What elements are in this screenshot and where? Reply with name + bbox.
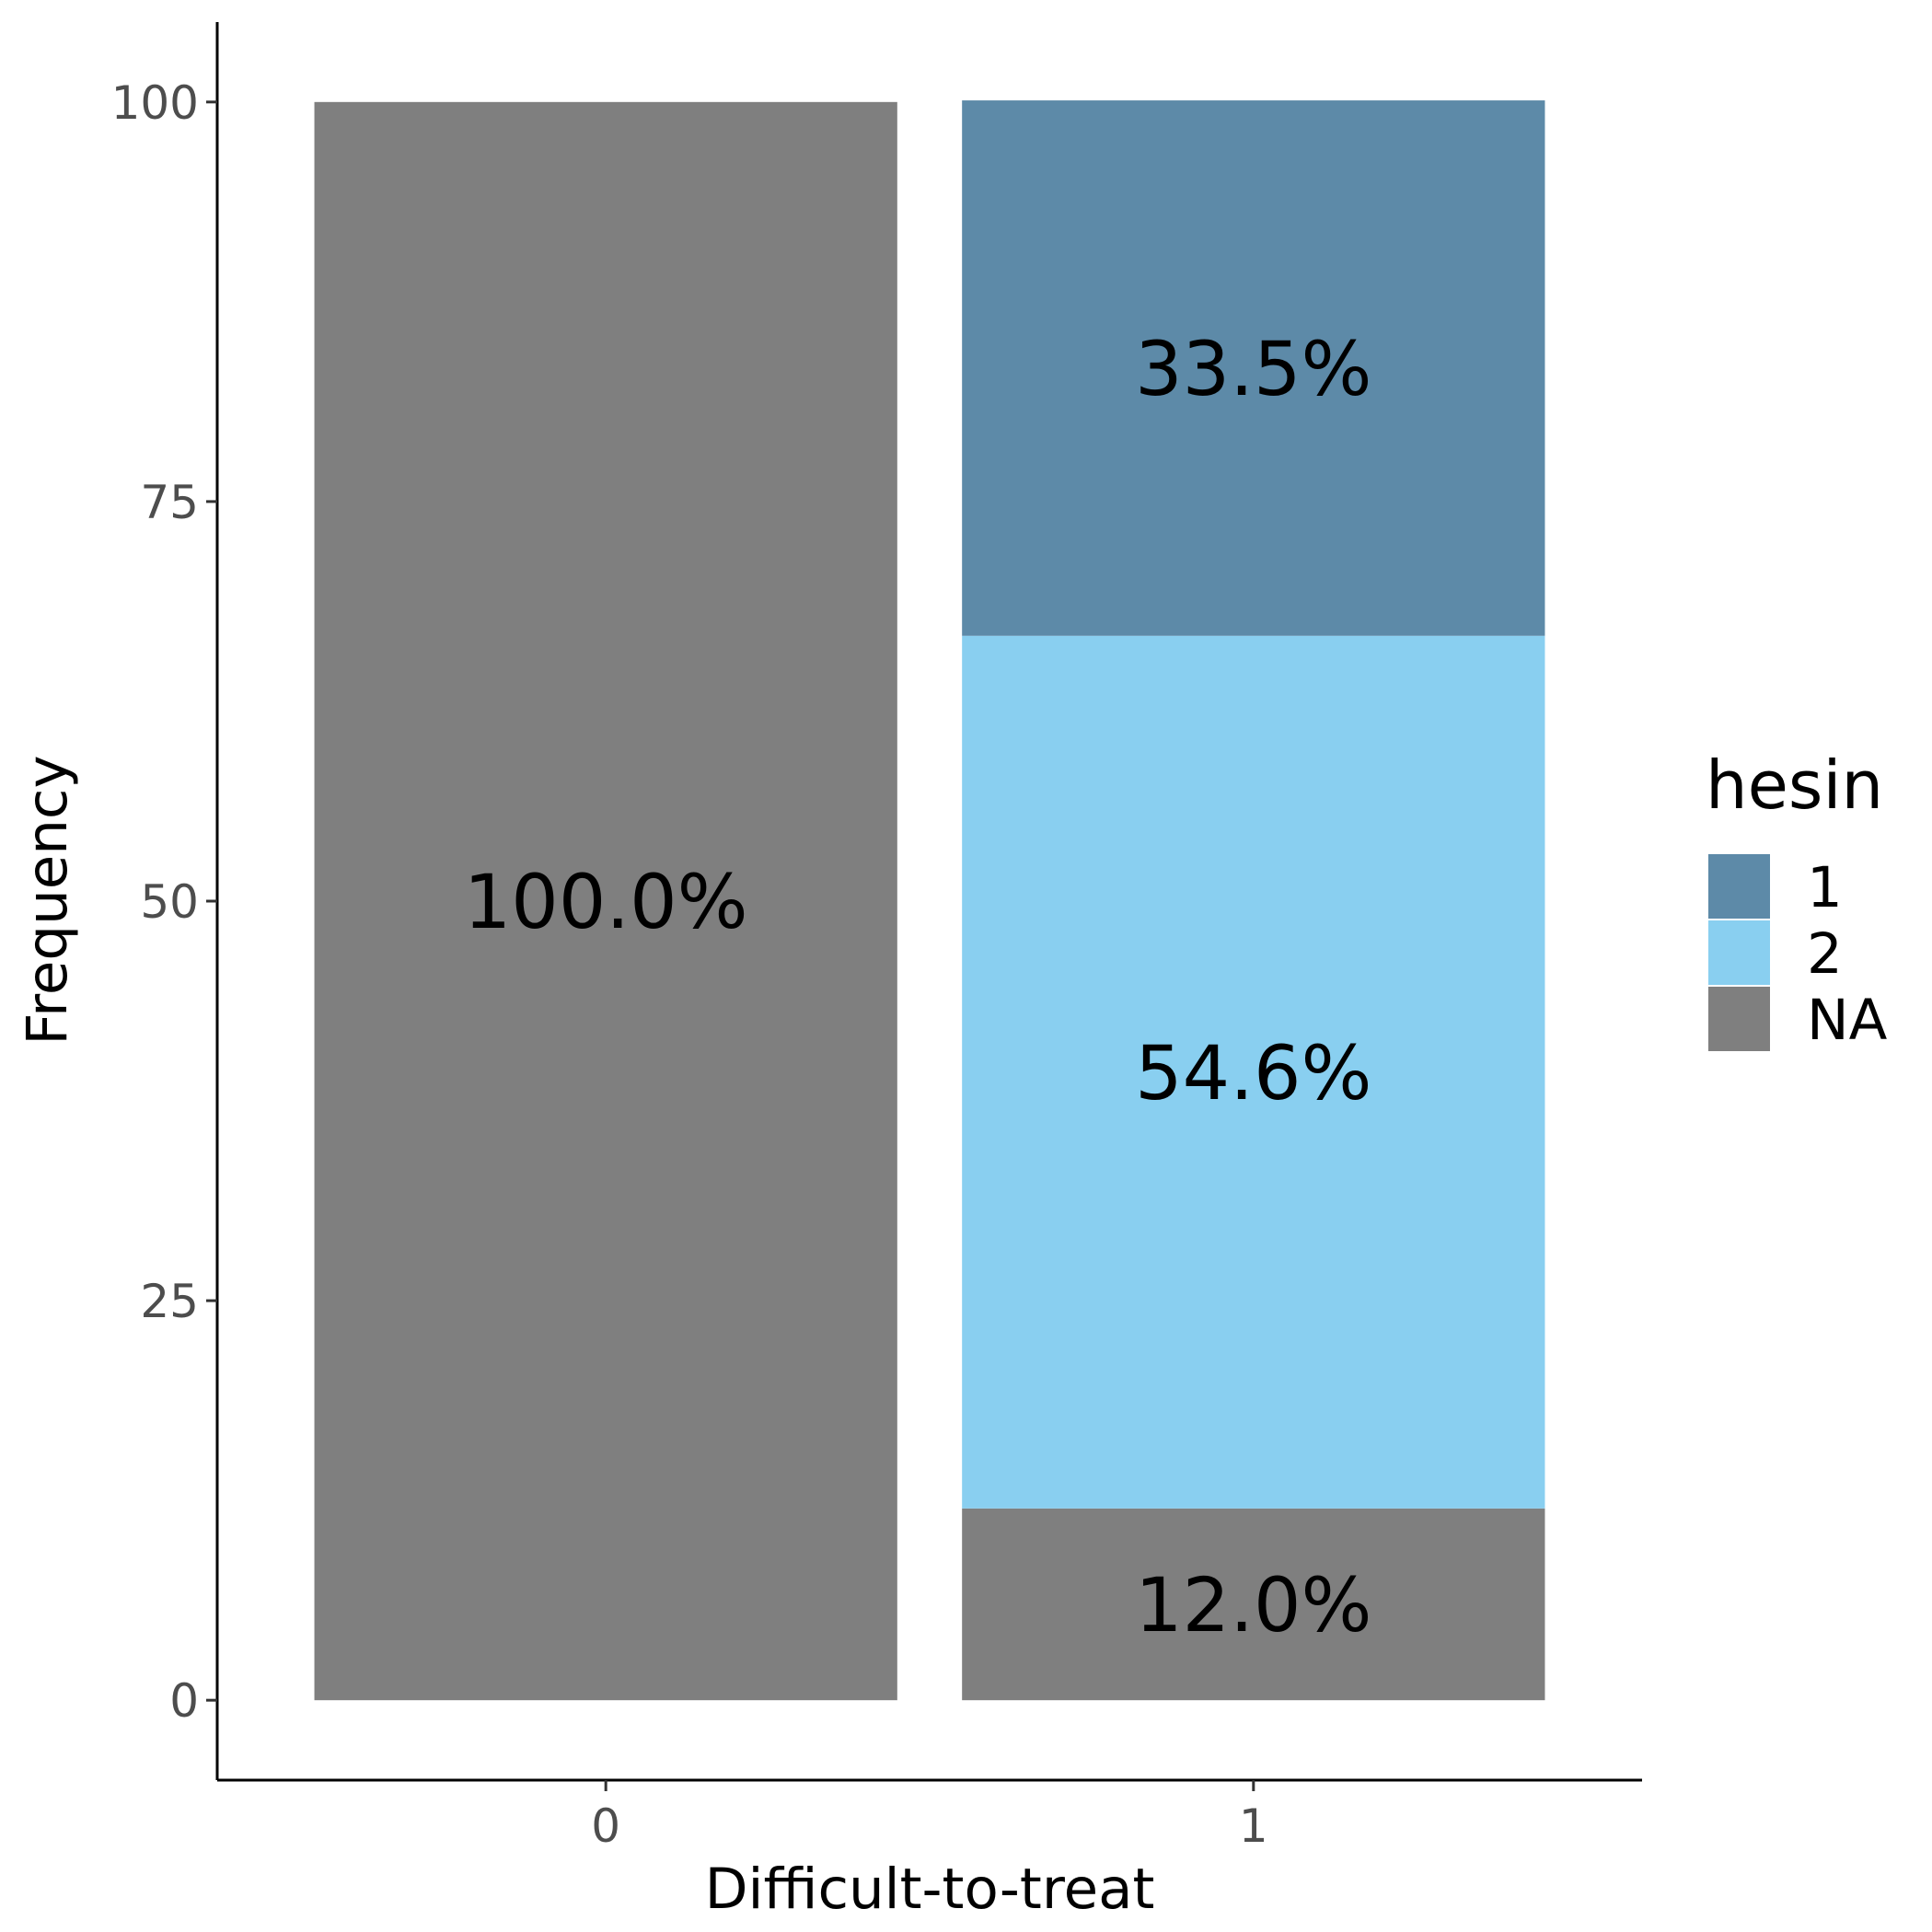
legend-key-na xyxy=(1708,987,1770,1051)
legend-label-na: NA xyxy=(1807,988,1888,1053)
legend-key-2 xyxy=(1708,920,1770,985)
bar-segment-0-na xyxy=(314,101,897,1701)
y-tick-label: 50 xyxy=(140,875,199,929)
bars-layer xyxy=(314,100,1545,1701)
x-tick-label: 1 xyxy=(1239,1799,1268,1853)
x-axis-title: Difficult-to-treat xyxy=(705,1857,1155,1922)
bar-segment-1-na xyxy=(962,1508,1545,1701)
bar-segment-1-2 xyxy=(962,635,1545,1509)
segment-label-1-1: 33.5% xyxy=(1135,327,1371,413)
legend-key-1 xyxy=(1708,854,1770,919)
y-tick-label: 75 xyxy=(140,476,199,529)
segment-labels-layer: 100.0% 12.0% 54.6% 33.5% xyxy=(464,327,1372,1649)
y-axis-title: Frequency xyxy=(15,755,80,1045)
legend-label-2: 2 xyxy=(1807,921,1843,987)
y-ticks-layer: 0 25 50 75 100 xyxy=(111,76,217,1728)
y-tick-label: 25 xyxy=(140,1275,199,1328)
segment-label-1-2: 54.6% xyxy=(1135,1031,1371,1117)
legend-title: hesin xyxy=(1706,746,1883,824)
y-tick-label: 0 xyxy=(169,1674,199,1728)
legend-label-1: 1 xyxy=(1807,855,1843,920)
segment-label-0-na: 100.0% xyxy=(464,860,748,946)
segment-label-1-na: 12.0% xyxy=(1135,1563,1371,1649)
y-tick-label: 100 xyxy=(111,76,199,130)
x-tick-label: 0 xyxy=(591,1799,620,1853)
bar-segment-1-1 xyxy=(962,100,1545,636)
